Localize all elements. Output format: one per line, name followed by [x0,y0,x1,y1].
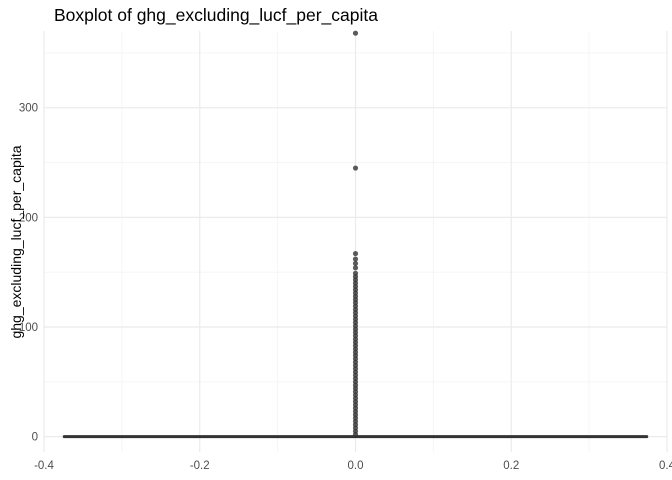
y-axis-label: ghg_excluding_lucf_per_capita [8,145,24,338]
y-tick-label: 100 [19,322,38,334]
outlier-point [352,30,359,36]
marks [62,30,649,439]
x-tick-label: -0.2 [190,460,210,472]
x-tick-label: 0.2 [503,460,519,472]
outlier-point [352,265,359,271]
outlier-point [352,165,359,171]
x-tick-label: 0.4 [659,460,672,472]
outlier-point [352,260,359,267]
chart-title: Boxplot of ghg_excluding_lucf_per_capita [54,5,378,26]
y-tick-label: 300 [19,103,38,115]
y-tick-label: 0 [32,432,38,444]
ticks: -0.4 -0.2 0.0 0.2 0.4 0 100 200 300 [19,103,672,472]
x-tick-label: 0.0 [348,460,364,472]
x-tick-label: -0.4 [34,460,54,472]
outlier-point [352,250,359,257]
outlier-point [352,431,359,438]
outlier-point [352,256,359,262]
y-tick-label: 200 [19,212,38,224]
